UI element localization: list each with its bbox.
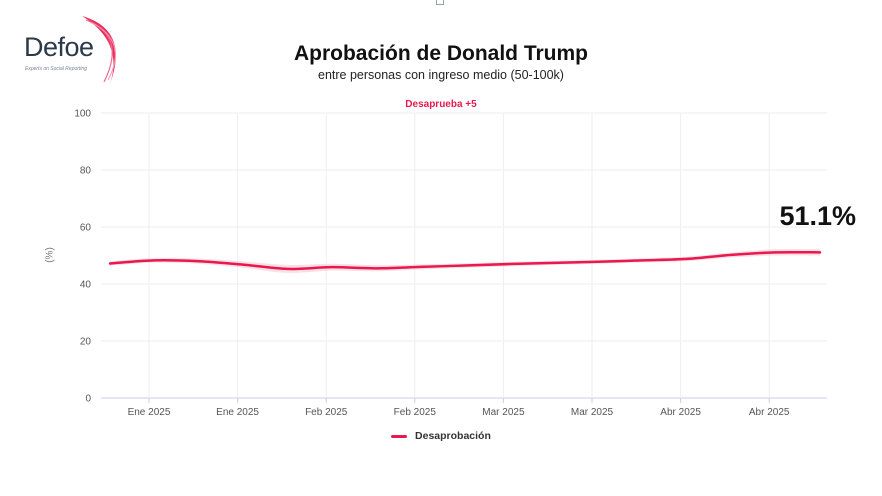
logo-swoosh-icon: [82, 16, 116, 84]
confidence-band: [110, 248, 820, 273]
x-tick-label: Abr 2025: [749, 407, 790, 418]
y-tick-label: 80: [80, 166, 92, 177]
legend-swatch: [391, 434, 408, 438]
defoe-logo: Defoe Experts on Social Reporting: [20, 14, 135, 86]
y-tick-label: 0: [85, 394, 91, 405]
logo-tagline: Experts on Social Reporting: [25, 66, 87, 72]
latest-value-callout: 51.1%: [779, 201, 856, 231]
x-tick-label: Ene 2025: [216, 407, 259, 418]
legend[interactable]: Desaprobación: [0, 430, 882, 442]
legend-label: Desaprobación: [415, 430, 491, 442]
y-tick-label: 40: [80, 280, 92, 291]
x-tick-label: Feb 2025: [305, 407, 348, 418]
y-tick-label: 100: [74, 109, 91, 120]
x-tick-label: Feb 2025: [394, 407, 437, 418]
x-tick-label: Abr 2025: [660, 407, 701, 418]
y-axis-label: (%): [44, 247, 56, 263]
y-tick-label: 20: [80, 337, 92, 348]
logo-wordmark: Defoe: [24, 32, 94, 62]
x-tick-label: Mar 2025: [482, 407, 525, 418]
x-tick-label: Mar 2025: [571, 407, 614, 418]
x-tick-label: Ene 2025: [128, 407, 171, 418]
chart-subtitle: entre personas con ingreso medio (50-100…: [318, 68, 564, 82]
scroll-handle[interactable]: [436, 0, 444, 5]
chart-annotation: Desaprueba +5: [405, 99, 477, 110]
y-tick-label: 60: [80, 223, 92, 234]
chart-title: Aprobación de Donald Trump: [293, 42, 588, 65]
